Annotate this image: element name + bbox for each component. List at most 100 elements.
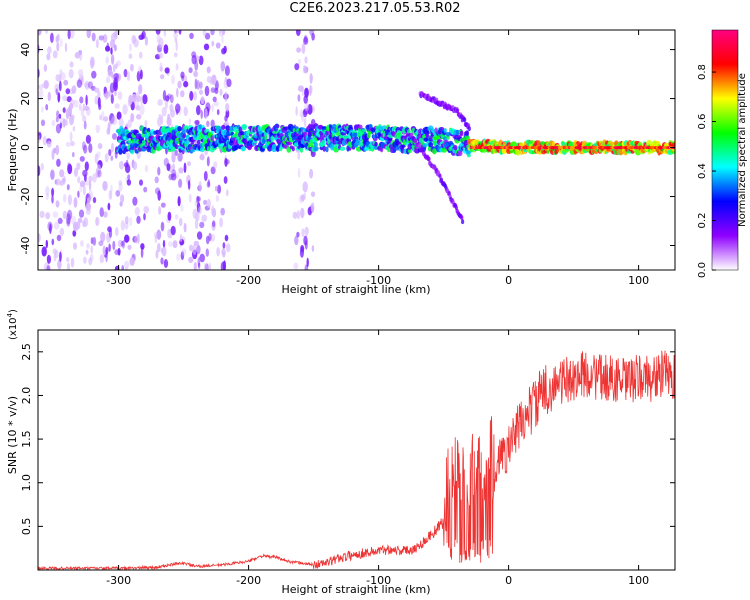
noise-blob: [153, 231, 158, 239]
noise-blob: [211, 205, 215, 216]
noise-blob: [60, 72, 66, 81]
noise-blob: [175, 40, 178, 52]
noise-blob: [83, 217, 89, 228]
noise-blob: [83, 144, 88, 154]
noise-blob: [69, 114, 74, 126]
noise-blob: [219, 217, 223, 228]
band-blob: [325, 146, 329, 153]
noise-blob: [200, 96, 205, 105]
noise-blob: [209, 79, 214, 85]
noise-blob: [221, 30, 226, 36]
noise-blob: [143, 213, 146, 221]
band-blob: [221, 124, 226, 130]
band-blob: [453, 144, 458, 151]
band-blob: [270, 135, 275, 143]
noise-blob: [140, 95, 143, 106]
noise-blob: [62, 193, 67, 203]
noise-blob: [194, 218, 199, 230]
noise-blob: [311, 245, 315, 252]
descending-branch-blob: [427, 156, 431, 162]
noise-blob: [124, 221, 129, 230]
noise-blob: [106, 42, 110, 51]
noise-blob: [128, 53, 133, 59]
noise-blob: [210, 87, 216, 93]
band-blob: [130, 149, 135, 155]
band-blob: [354, 140, 361, 146]
noise-blob: [310, 191, 316, 197]
y-tick-label: 40: [19, 43, 32, 57]
noise-blob: [78, 104, 82, 111]
snr-scale-prefix: (x10: [8, 317, 19, 340]
noise-blob: [101, 110, 105, 122]
noise-blob: [66, 218, 71, 227]
noise-blob: [99, 254, 105, 264]
band-blob: [457, 150, 463, 157]
noise-blob: [178, 217, 183, 227]
x-tick-label: 100: [628, 274, 649, 287]
noise-blob: [66, 184, 70, 191]
noise-blob: [66, 262, 71, 270]
noise-blob: [55, 144, 60, 156]
noise-blob: [304, 240, 308, 250]
noise-blob: [94, 153, 99, 164]
noise-blob: [118, 117, 124, 127]
noise-blob: [134, 207, 140, 216]
noise-blob: [69, 88, 74, 95]
noise-blob: [136, 95, 142, 102]
noise-blob: [124, 234, 130, 243]
x-tick-label: -100: [366, 274, 391, 287]
noise-blob: [45, 104, 49, 111]
noise-blob: [168, 241, 173, 248]
noise-blob: [55, 74, 61, 82]
noise-blob: [167, 211, 172, 221]
noise-blob: [98, 35, 105, 41]
noise-blob: [169, 104, 174, 112]
noise-blob: [135, 105, 141, 111]
band-blob: [378, 125, 383, 131]
noise-blob: [70, 257, 75, 268]
noise-blob: [45, 186, 50, 196]
colorbar-tick-label: 0.6: [697, 114, 708, 130]
noise-blob: [300, 246, 304, 258]
noise-blob: [105, 246, 109, 255]
band-blob: [322, 145, 327, 152]
noise-blob: [62, 210, 67, 220]
noise-blob: [113, 89, 117, 97]
noise-blob: [112, 64, 116, 73]
noise-blob: [95, 124, 101, 134]
noise-blob: [88, 257, 93, 266]
noise-blob: [171, 153, 176, 163]
noise-blob: [296, 231, 300, 238]
band-blob: [467, 153, 471, 158]
noise-blob: [85, 202, 92, 211]
noise-blob: [59, 169, 65, 178]
noise-blob: [300, 194, 305, 202]
noise-blob: [110, 54, 115, 65]
band-blob: [374, 142, 378, 147]
colorbar: 0.0 0.2 0.4 0.6 0.8 Normalized spectral ampl…: [697, 29, 748, 278]
noise-blob: [183, 162, 187, 174]
noise-blob: [180, 204, 184, 212]
noise-blob: [76, 162, 81, 171]
noise-blob: [115, 226, 119, 237]
noise-blob: [126, 179, 132, 186]
noise-blob: [126, 71, 131, 81]
noise-blob: [64, 42, 68, 53]
noise-blob: [109, 120, 112, 127]
noise-blob: [198, 181, 202, 192]
noise-blob: [221, 63, 225, 73]
noise-blob: [304, 87, 309, 99]
noise-blob: [144, 164, 149, 173]
noise-blob: [163, 44, 169, 54]
noise-blob: [86, 197, 91, 206]
noise-blob: [303, 117, 307, 128]
noise-blob: [108, 190, 113, 200]
band-blob: [313, 145, 319, 152]
noise-blob: [203, 43, 210, 51]
noise-blob: [206, 66, 211, 74]
noise-blob: [221, 248, 226, 256]
colorbar-label: Normalized spectral amplitude: [737, 73, 748, 227]
snr-x-axis-label: Height of straight line (km): [281, 583, 430, 596]
noise-blob: [66, 96, 72, 103]
